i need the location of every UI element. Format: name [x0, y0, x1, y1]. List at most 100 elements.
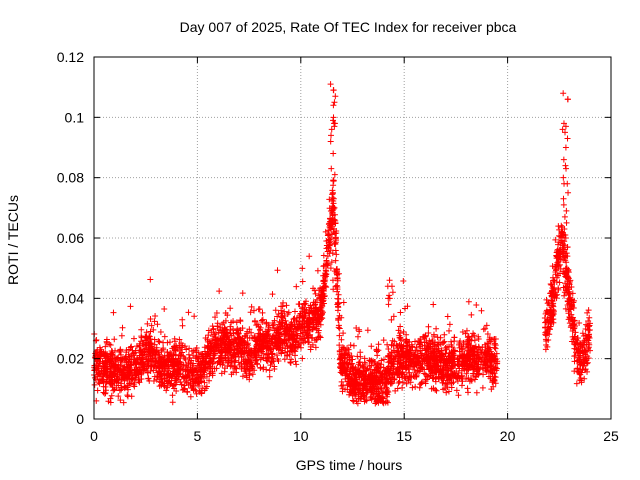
data-point: [253, 360, 260, 367]
data-point: [272, 307, 279, 314]
data-point: [285, 335, 292, 342]
data-point: [279, 317, 286, 324]
data-point: [412, 338, 419, 345]
data-point: [287, 359, 294, 366]
data-point: [136, 340, 143, 347]
data-point: [267, 362, 274, 369]
data-point: [430, 385, 437, 392]
data-point: [118, 359, 125, 366]
data-point: [543, 328, 550, 335]
data-point: [350, 342, 357, 349]
data-point: [324, 232, 331, 239]
data-point: [264, 351, 271, 358]
data-point: [300, 301, 307, 308]
data-point: [467, 349, 474, 356]
data-point: [443, 381, 450, 388]
data-point: [349, 356, 356, 363]
data-point: [484, 340, 491, 347]
y-tick-label: 0.06: [57, 230, 84, 246]
data-point: [126, 346, 133, 353]
data-point: [433, 354, 440, 361]
data-point: [442, 350, 449, 357]
data-point: [269, 291, 276, 298]
data-point: [381, 382, 388, 389]
data-point: [563, 207, 570, 214]
data-point: [361, 380, 368, 387]
data-point: [370, 370, 377, 377]
data-point: [577, 348, 584, 355]
data-point: [381, 367, 388, 374]
data-point: [172, 381, 179, 388]
data-point: [235, 359, 242, 366]
data-point: [406, 347, 413, 354]
data-point: [138, 333, 145, 340]
data-point: [128, 362, 135, 369]
data-point: [399, 384, 406, 391]
data-point: [330, 117, 337, 124]
data-point: [545, 299, 552, 306]
data-point: [257, 324, 264, 331]
data-point: [113, 373, 120, 380]
data-point: [120, 399, 127, 406]
data-point: [571, 321, 578, 328]
data-point: [338, 336, 345, 343]
data-point: [330, 206, 337, 213]
data-point: [480, 359, 487, 366]
data-point: [405, 377, 412, 384]
data-point: [173, 371, 180, 378]
data-point: [390, 313, 397, 320]
data-point: [265, 330, 272, 337]
data-point: [112, 356, 119, 363]
data-point: [330, 102, 337, 109]
data-point: [216, 288, 223, 295]
data-point: [409, 384, 416, 391]
data-point: [243, 358, 250, 365]
data-point: [548, 318, 555, 325]
data-point: [398, 348, 405, 355]
data-point: [128, 375, 135, 382]
data-point: [307, 343, 314, 350]
data-point: [576, 320, 583, 327]
data-point: [330, 195, 337, 202]
data-point: [454, 355, 461, 362]
data-point: [110, 367, 117, 374]
data-point: [366, 357, 373, 364]
data-point: [139, 348, 146, 355]
data-point: [178, 361, 185, 368]
y-tick-label: 0.1: [65, 109, 85, 125]
data-point: [269, 320, 276, 327]
data-point: [264, 340, 271, 347]
data-point: [107, 341, 114, 348]
data-point: [561, 225, 568, 232]
data-point: [221, 340, 228, 347]
data-point: [329, 194, 336, 201]
data-point: [213, 346, 220, 353]
data-point: [243, 345, 250, 352]
data-point: [328, 126, 335, 133]
data-point: [354, 400, 361, 407]
data-point: [384, 391, 391, 398]
data-point: [450, 350, 457, 357]
data-point: [543, 319, 550, 325]
data-point: [146, 377, 153, 384]
x-tick-label: 5: [194, 428, 202, 444]
data-point: [91, 366, 98, 373]
data-point: [295, 301, 302, 308]
data-point: [336, 332, 343, 339]
data-point: [221, 368, 228, 375]
data-point: [388, 352, 395, 359]
data-point: [319, 310, 326, 317]
data-point: [351, 379, 358, 386]
data-point: [440, 386, 447, 393]
data-point: [313, 321, 320, 328]
data-point: [374, 393, 381, 400]
data-point: [406, 373, 413, 380]
data-point: [427, 357, 434, 364]
data-point: [584, 359, 591, 366]
data-point: [564, 253, 571, 260]
data-point: [275, 346, 282, 353]
data-point: [401, 373, 408, 380]
data-point: [344, 382, 351, 389]
data-point: [416, 384, 423, 391]
data-point: [463, 375, 470, 382]
